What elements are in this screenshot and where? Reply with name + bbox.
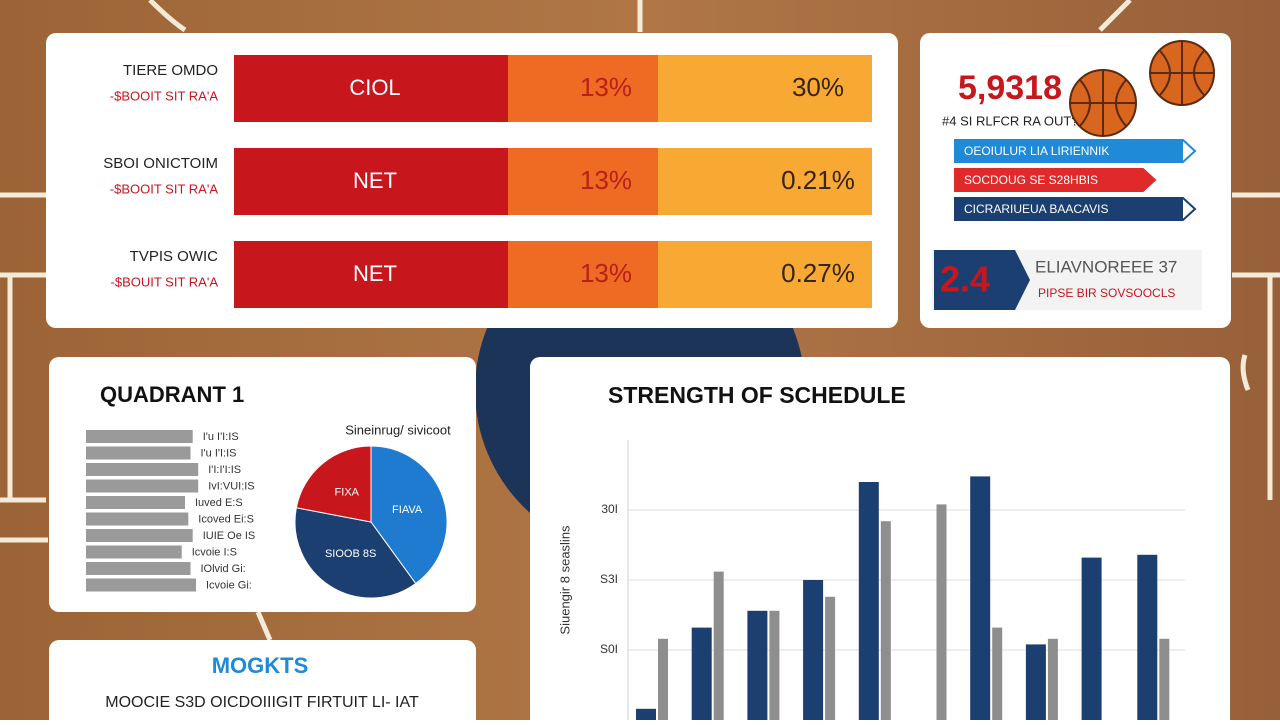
y-tick-label: S0I: [600, 642, 618, 656]
bar: [86, 479, 199, 493]
segment: [234, 241, 508, 308]
bar: [858, 482, 879, 720]
row-title: TVPIS OWIC: [130, 248, 219, 265]
bar: [936, 504, 947, 720]
row-subtitle: -$BOOIT SIT RA'A: [110, 181, 219, 196]
bar: [803, 580, 824, 720]
segment: [508, 55, 658, 122]
row-title: SBOI ONICTOIM: [103, 155, 218, 172]
badge-sub: PIPSE BIR SOVSOOCLS: [1038, 286, 1175, 300]
court-lines: [0, 0, 1280, 641]
pie-slice: [295, 445, 372, 523]
row-subtitle: -$BOUIT SIT RA'A: [111, 274, 219, 289]
row-label: NET: [353, 168, 397, 193]
bar: [970, 476, 991, 720]
bar: [691, 627, 712, 720]
bar: [713, 571, 724, 720]
bar-label: Icvoie I:S: [192, 546, 237, 558]
y-tick-label: S3I: [600, 572, 618, 586]
bar: [747, 610, 768, 720]
panel: [49, 640, 476, 725]
segment: [508, 241, 658, 308]
chart-title: STRENGTH OF SCHEDULE: [608, 382, 906, 408]
slice-label: SIOOB 8S: [325, 548, 376, 560]
bar: [86, 463, 199, 476]
row-label: CIOL: [349, 75, 400, 100]
row-mid: 13%: [580, 165, 632, 195]
bar: [769, 610, 780, 720]
bar: [86, 545, 182, 559]
bar: [86, 578, 196, 592]
panel-title: QUADRANT 1: [100, 382, 244, 407]
bar-label: I'u I'I:IS: [201, 447, 237, 459]
bar: [825, 596, 836, 720]
tags: OEOIULUR LIA LIRIENNIK SOCDOUG SE S28HBIS…: [954, 139, 1197, 221]
bar-label: IUIE Oe IS: [203, 530, 256, 542]
tag-label: CICRARIUEUA BAACAVIS: [964, 202, 1108, 216]
segment: [508, 148, 658, 215]
bar-label: Icvoie Gi:: [206, 579, 252, 591]
metric-rows: TIERE OMDO -$BOOIT SIT RA'A CIOL 13% 30% SBOI…: [103, 55, 872, 308]
segment: [234, 55, 508, 122]
row-right: 0.21%: [781, 165, 855, 195]
panel-text: MOOCIE S3D OICDOIIIGIT FIRTUIT LI- IAT: [105, 694, 419, 711]
bar: [1047, 638, 1058, 720]
tag: [954, 168, 1157, 192]
badge-title: ELIAVNOREEE 37: [1035, 257, 1177, 276]
bar-label: Icoved Ei:S: [198, 513, 254, 525]
panel-title: MOGKTS: [212, 653, 309, 678]
tag-fill: [955, 198, 1183, 220]
row-mid: 13%: [580, 72, 632, 102]
bar: [880, 521, 891, 720]
segment: [234, 148, 508, 215]
bar: [1081, 557, 1102, 720]
bar-label: IvI:VUI:IS: [208, 480, 254, 492]
bar-label: Iuved E:S: [195, 497, 243, 509]
row-right: 0.27%: [781, 258, 855, 288]
bar: [1137, 554, 1158, 720]
segment: [658, 148, 872, 215]
bar: [86, 512, 189, 526]
bar: [86, 562, 191, 575]
tag-fill: [955, 140, 1183, 162]
badge-number: 2.4: [940, 259, 990, 300]
bar-label: IOlvid Gi:: [201, 563, 246, 575]
panel: [530, 357, 1230, 725]
bar: [992, 627, 1003, 720]
summary-sub: #4 SI RLFCR RA OUT?: [942, 113, 1079, 128]
bar: [86, 446, 191, 460]
segment: [658, 55, 872, 122]
slice-label: FIAVA: [392, 504, 423, 516]
bar: [86, 529, 193, 542]
y-axis-label: Siuengir 8 seaslins: [557, 525, 572, 635]
pie-slice: [294, 507, 417, 599]
bar: [658, 638, 668, 720]
bar: [1025, 644, 1046, 720]
row-mid: 13%: [580, 258, 632, 288]
big-number: 5,9318: [958, 69, 1062, 107]
bar: [86, 496, 185, 509]
badge-shape: [934, 250, 1030, 310]
segment: [658, 241, 872, 308]
tag-label: SOCDOUG SE S28HBIS: [964, 173, 1098, 187]
bar: [1159, 638, 1170, 720]
pie-slice: [370, 445, 448, 585]
row-right: 30%: [792, 72, 844, 102]
pie-title: Sineinrug/ sivicoot: [345, 422, 451, 437]
tag-label: OEOIULUR LIA LIRIENNIK: [964, 144, 1109, 158]
basketball: [1069, 40, 1215, 137]
row-title: TIERE OMDO: [123, 62, 218, 79]
bar-label: I'I:I'I:IS: [208, 464, 241, 476]
bar: [86, 430, 193, 443]
slice-label: FIXA: [335, 487, 360, 499]
bar-label: I'u I'I:IS: [203, 431, 239, 443]
bar: [636, 708, 656, 720]
row-subtitle: -$BOOIT SIT RA'A: [110, 88, 219, 103]
y-tick-label: 30I: [601, 502, 618, 516]
row-label: NET: [353, 261, 397, 286]
